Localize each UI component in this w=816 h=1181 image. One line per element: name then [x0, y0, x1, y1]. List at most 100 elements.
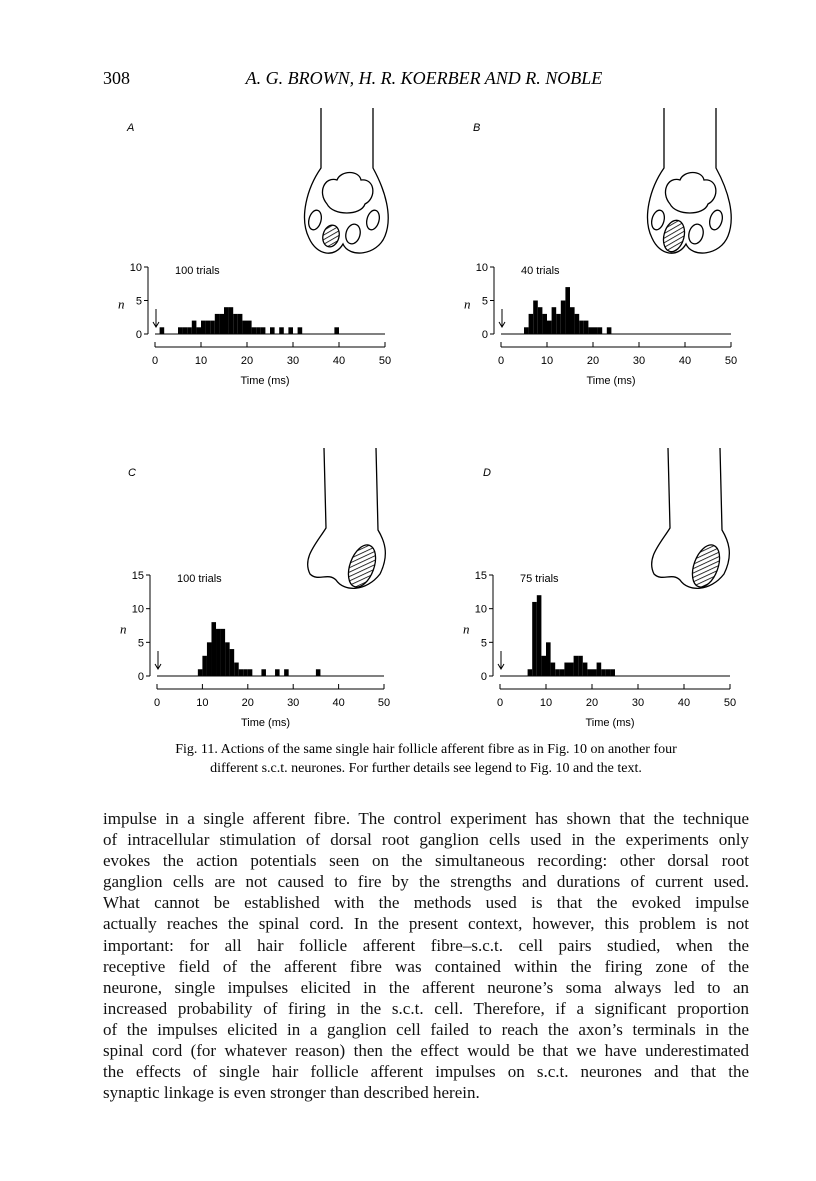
hatched-zone [347, 544, 377, 588]
x-axis-label: Time (ms) [240, 375, 289, 387]
body-line: ganglion cells are not caused to fire by… [103, 872, 749, 892]
page-number: 308 [103, 68, 130, 88]
trials-label: 75 trials [520, 573, 559, 585]
histogram-bar [178, 327, 183, 334]
body-line: receptive field of the afferent fibre wa… [103, 956, 749, 976]
x-tick-label: 40 [332, 697, 344, 709]
x-tick-label: 30 [632, 697, 644, 709]
y-axis-label: n [464, 297, 471, 312]
x-axis-label: Time (ms) [586, 375, 635, 387]
histogram-bar [583, 320, 589, 334]
histogram-bar [187, 327, 192, 334]
y-axis-label: n [120, 622, 127, 637]
paw-toe [709, 209, 723, 231]
body-line: synaptic linkage is even stronger than d… [103, 1083, 480, 1103]
y-tick-label: 10 [132, 604, 144, 616]
x-tick-label: 20 [586, 697, 598, 709]
x-axis-label: Time (ms) [585, 717, 634, 729]
histogram-bar [542, 313, 547, 334]
y-tick-label: 5 [482, 296, 488, 308]
histogram-bar [334, 327, 339, 334]
x-tick-label: 20 [242, 697, 254, 709]
body-line: increased probability of firing in the s… [103, 998, 749, 1018]
x-tick-label: 30 [633, 355, 645, 367]
x-tick-label: 30 [287, 355, 299, 367]
histogram-bar [238, 669, 244, 676]
histogram-bar [234, 662, 239, 676]
histogram-bar [229, 649, 235, 676]
histogram-bar [527, 669, 533, 676]
paw-toe [688, 223, 704, 245]
x-tick-label: 0 [154, 697, 160, 709]
x-tick-label: 10 [196, 697, 208, 709]
histogram-bar [547, 320, 552, 334]
histogram-bar [216, 628, 221, 676]
x-tick-label: 40 [678, 697, 690, 709]
y-tick-label: 15 [475, 570, 487, 582]
histogram-bar [315, 669, 321, 676]
histogram-bar [251, 327, 257, 334]
y-tick-label: 15 [132, 570, 144, 582]
histogram-bar [233, 313, 238, 334]
body-line: spinal cord (for whatever reason) then t… [103, 1041, 749, 1061]
histogram-bar [601, 669, 606, 676]
leg-outline [307, 447, 386, 589]
y-tick-label: 5 [481, 637, 487, 649]
histogram-bar [297, 327, 303, 334]
histogram-bar [279, 327, 284, 334]
histogram-bar [528, 313, 534, 334]
x-tick-label: 50 [725, 355, 737, 367]
histogram-bar [205, 320, 211, 334]
histogram-bar [578, 655, 583, 676]
x-tick-label: 0 [497, 697, 503, 709]
paw-toe [366, 209, 380, 231]
hatched-zone [691, 544, 721, 588]
histogram-bar [533, 300, 538, 334]
histogram-bar [570, 307, 575, 334]
histogram-bar [546, 642, 551, 676]
body-line: neurone, single impulses elicited in the… [103, 977, 749, 997]
histogram-bar [532, 601, 537, 676]
panel-label: A [126, 122, 134, 134]
histogram-bar [560, 300, 566, 334]
y-axis-label: n [463, 622, 470, 637]
caption-line: Fig. 11. Actions of the same single hair… [175, 742, 677, 757]
histogram-bar [220, 628, 226, 676]
x-tick-label: 0 [498, 355, 504, 367]
paw-toe [662, 219, 686, 253]
histogram-bar [228, 307, 234, 334]
histogram-bar [211, 622, 217, 676]
histogram-bar [551, 307, 557, 334]
paw-toe [322, 224, 340, 248]
histogram-bar [573, 655, 579, 676]
panel-label: B [473, 122, 480, 134]
histogram-bar [225, 642, 230, 676]
body-line: impulse in a single afferent fibre. The … [103, 809, 749, 828]
histogram-bar [206, 642, 212, 676]
histogram-bar [597, 327, 603, 334]
histogram-bar [574, 313, 580, 334]
paw-outline [646, 108, 732, 254]
histogram-bar [524, 327, 529, 334]
trials-label: 40 trials [521, 265, 560, 277]
histogram-bar [202, 655, 207, 676]
stimulus-arrow [152, 309, 160, 328]
histogram-bar [243, 669, 248, 676]
histogram-bar [197, 669, 203, 676]
body-line: evokes the action potentials seen on the… [103, 851, 749, 871]
panel-label: C [128, 467, 136, 479]
trials-label: 100 trials [175, 265, 220, 277]
histogram-bar [569, 662, 574, 676]
caption-line: different s.c.t. neurones. For further d… [210, 761, 642, 776]
paw-toe [651, 209, 665, 231]
histogram-bar [556, 313, 561, 334]
y-tick-label: 10 [475, 604, 487, 616]
body-line: What cannot be established with the meth… [103, 893, 749, 913]
histogram-bar [196, 327, 201, 334]
histogram-bar [606, 327, 612, 334]
x-tick-label: 50 [724, 697, 736, 709]
histogram-bar [588, 327, 593, 334]
histogram-bar [247, 669, 253, 676]
histogram-bar [201, 320, 206, 334]
histogram-bar [210, 320, 215, 334]
